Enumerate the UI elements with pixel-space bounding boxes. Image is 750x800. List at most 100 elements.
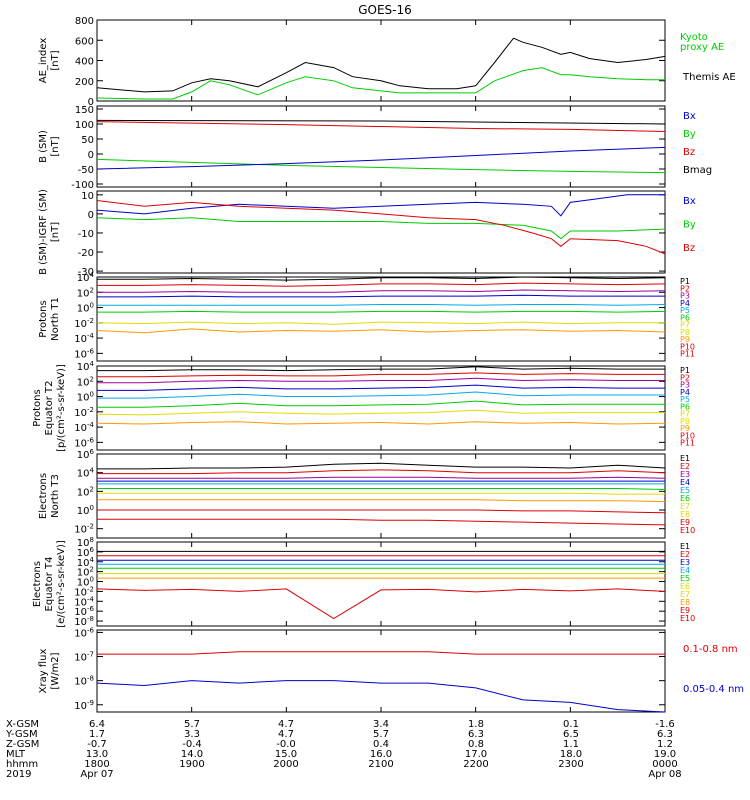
y-axis-title: Protons xyxy=(38,300,49,337)
footer-cell: -0.0 xyxy=(276,739,296,750)
legend-entry: E10 xyxy=(680,526,695,535)
panel-frame xyxy=(96,276,666,362)
y-tick-label: 200 xyxy=(75,77,94,88)
footer-cell: 13.0 xyxy=(86,749,108,760)
series-bx xyxy=(96,194,665,217)
series-p6 xyxy=(97,310,666,313)
footer-cell: 2100 xyxy=(368,759,393,770)
series-p4 xyxy=(97,294,665,298)
legend-entry: E1 xyxy=(680,542,690,551)
y-tick-label: 104 xyxy=(77,360,95,373)
legend-entry: P6 xyxy=(680,313,690,322)
legend-entry: 0.1-0.8 nm xyxy=(683,644,738,655)
legend-entry: P5 xyxy=(680,395,690,404)
y-tick-label: 10-2 xyxy=(74,317,94,330)
footer-cell: 17.0 xyxy=(465,749,487,760)
y-axis-title: B (SM)-IGRF (SM) xyxy=(38,189,49,275)
legend-entry: Bx xyxy=(683,196,696,207)
footer-cell: 1800 xyxy=(84,759,109,770)
series-p4 xyxy=(97,384,665,391)
y-axis-title: Equator T2 xyxy=(44,381,55,436)
panel-frame xyxy=(96,453,666,539)
panel-7: 10810610410210010-210-410-610-8Electrons… xyxy=(32,536,695,628)
footer-cell: 1900 xyxy=(179,759,204,770)
legend-entry: P9 xyxy=(680,335,690,344)
footer-cell: 1.8 xyxy=(468,719,484,730)
series-p1 xyxy=(97,366,665,372)
panel-frame xyxy=(96,365,666,451)
legend-entry: E4 xyxy=(680,478,690,487)
series-p1 xyxy=(97,276,666,281)
footer-row-label: MLT xyxy=(6,749,26,760)
y-axis-title: [nT] xyxy=(50,136,61,156)
legend-entry: P10 xyxy=(680,342,695,351)
legend-entry: Bz xyxy=(683,147,695,158)
footer-cell: 4.7 xyxy=(278,729,294,740)
footer-cell: -1.6 xyxy=(655,719,675,730)
series-p8 xyxy=(96,421,666,425)
y-axis-title: [e/(cm²-s-sr-keV)] xyxy=(56,540,67,628)
series-p7 xyxy=(96,321,665,325)
y-axis-title: Electrons xyxy=(38,473,49,519)
footer-cell: -0.7 xyxy=(87,739,107,750)
series-e9 xyxy=(97,509,666,514)
y-axis-title: Xray flux xyxy=(38,649,49,694)
series-kyoto-proxy-ae xyxy=(96,67,665,100)
series-0-1-0-8-nm xyxy=(97,651,665,655)
panel-frame xyxy=(96,105,666,188)
y-tick-label: 10-4 xyxy=(74,421,94,434)
y-axis-title: [p/(cm²-s-sr-keV)] xyxy=(56,364,67,452)
legend-entry: 0.05-0.4 nm xyxy=(683,684,744,695)
y-tick-label: 0 xyxy=(88,150,94,161)
footer-row-label: X-GSM xyxy=(6,719,39,730)
footer-cell: 2000 xyxy=(273,759,298,770)
series-0-05-0-4-nm xyxy=(96,680,666,713)
y-tick-label: 100 xyxy=(77,302,94,315)
legend-entry: E8 xyxy=(680,598,690,607)
legend-entry: Themis AE xyxy=(682,72,736,83)
legend-entry: Bz xyxy=(683,243,695,254)
legend-entry: P11 xyxy=(680,350,695,359)
y-axis-title: Protons xyxy=(32,389,43,426)
legend-entry: P5 xyxy=(680,306,690,315)
footer-cell: 0000 xyxy=(652,759,677,770)
legend-entry: E7 xyxy=(680,590,690,599)
legend-entry: E1 xyxy=(680,454,690,463)
legend-entry: P2 xyxy=(680,373,690,382)
footer-cell: 1.1 xyxy=(563,739,579,750)
y-tick-label: 10-2 xyxy=(74,523,94,536)
legend-entry: E6 xyxy=(680,582,690,591)
legend-entry: P10 xyxy=(680,431,695,440)
legend-entry: E3 xyxy=(680,470,690,479)
series-p6 xyxy=(97,400,665,408)
legend-entry: P2 xyxy=(680,284,690,293)
y-axis-title: [nT] xyxy=(50,50,61,70)
series-bz xyxy=(96,200,666,255)
legend-entry: E9 xyxy=(680,606,690,615)
y-axis-title: [nT] xyxy=(50,222,61,242)
series-e3 xyxy=(97,476,666,479)
series-p2 xyxy=(97,372,665,378)
legend-entry: E6 xyxy=(680,494,690,503)
legend-entry: P4 xyxy=(680,388,690,397)
footer-cell: 18.0 xyxy=(560,749,582,760)
legend-entry: Bx xyxy=(683,111,696,122)
footer-cell: 15.0 xyxy=(275,749,297,760)
y-tick-label: 600 xyxy=(75,36,94,47)
footer-cell: 19.0 xyxy=(654,749,676,760)
series-bmag xyxy=(96,119,666,125)
y-tick-label: 10-4 xyxy=(74,332,94,345)
footer-cell: 2200 xyxy=(463,759,488,770)
series-p3 xyxy=(97,377,665,384)
legend-entry: E3 xyxy=(680,558,690,567)
y-axis-title: North T1 xyxy=(50,297,61,341)
footer-row-label: Z-GSM xyxy=(6,739,39,750)
y-axis-title: Equator T4 xyxy=(44,557,55,612)
series-themis-ae xyxy=(96,37,666,93)
footer-cell: 3.4 xyxy=(373,719,389,730)
footer-cell: 16.0 xyxy=(370,749,392,760)
y-tick-label: 100 xyxy=(75,120,94,131)
panel-8: 10-6 10-7 10-8 10-9 Xray flux [W/m2] 0.1-0.8 n… xyxy=(38,626,744,713)
panel-3: 10 0 -10 -20 -30 B (SM)-IGRF (SM) [nT] Bx By Bz xyxy=(38,189,696,278)
y-tick-label: -10 xyxy=(78,229,94,240)
